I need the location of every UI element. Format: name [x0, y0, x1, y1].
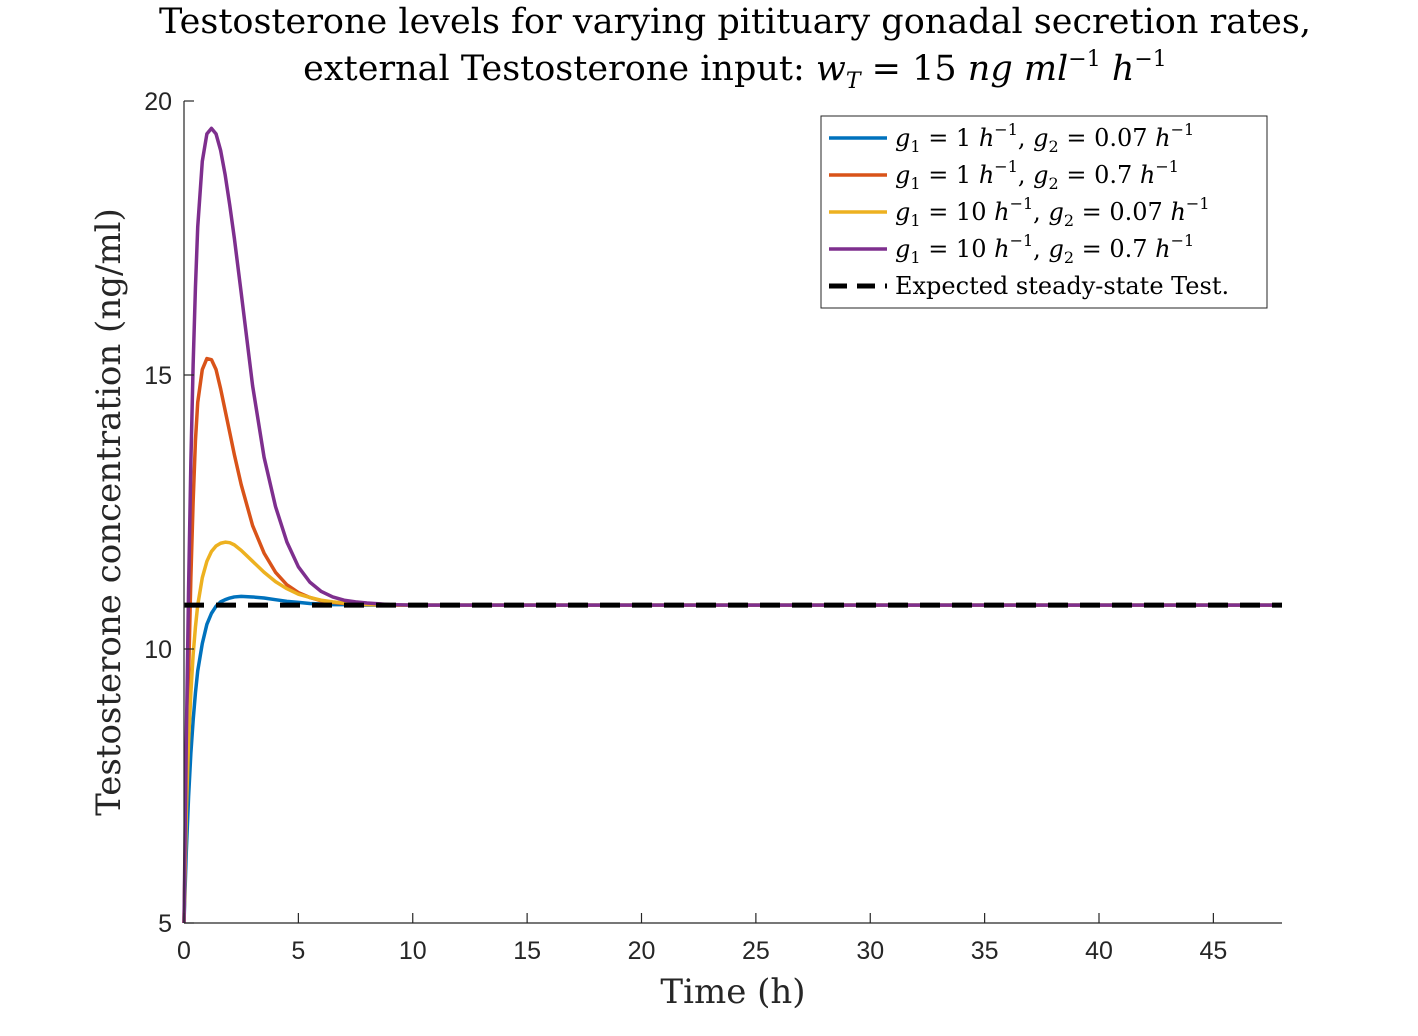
x-tick-label: 20 [628, 937, 656, 965]
legend-items: g1 = 1 h−1, g2 = 0.07 h−1g1 = 1 h−1, g2 … [829, 120, 1229, 300]
x-tick-label: 5 [291, 937, 305, 965]
x-tick-label: 25 [742, 937, 770, 965]
legend: g1 = 1 h−1, g2 = 0.07 h−1g1 = 1 h−1, g2 … [820, 115, 1268, 309]
x-tick-label: 10 [399, 937, 427, 965]
x-tick-label: 45 [1199, 937, 1227, 965]
x-tick-label: 35 [971, 937, 999, 965]
y-ticks: 5 10 15 20 [144, 88, 194, 938]
y-axis-label: Testosterone concentration (ng/ml) [89, 208, 129, 816]
series-line-1 [182, 356, 1282, 924]
y-tick-label: 15 [144, 362, 172, 390]
legend-label: g1 = 1 h−1, g2 = 0.7 h−1 [895, 157, 1179, 193]
legend-label: g1 = 1 h−1, g2 = 0.07 h−1 [895, 120, 1194, 156]
y-tick-label: 20 [144, 88, 172, 116]
y-tick-label: 5 [158, 910, 172, 938]
legend-label: g1 = 10 h−1, g2 = 0.07 h−1 [895, 194, 1210, 230]
x-tick-label: 30 [856, 937, 884, 965]
x-tick-label: 0 [177, 937, 191, 965]
y-tick-label: 10 [144, 636, 172, 664]
legend-label: g1 = 10 h−1, g2 = 0.7 h−1 [895, 231, 1194, 267]
legend-label: Expected steady-state Test. [895, 272, 1229, 300]
x-tick-label: 15 [513, 937, 541, 965]
x-ticks: 0 5 10 15 20 25 30 35 40 45 [177, 913, 1227, 965]
legend-box [820, 115, 1268, 309]
x-tick-label: 40 [1085, 937, 1113, 965]
x-axis-label: Time (h) [660, 972, 805, 1012]
series-line-0 [182, 594, 1282, 924]
chart-title-line1: Testosterone levels for varying pitituar… [159, 2, 1311, 42]
series-layer [182, 126, 1282, 924]
chart-title-line2: external Testosterone input: wT = 15 ng … [303, 47, 1167, 94]
